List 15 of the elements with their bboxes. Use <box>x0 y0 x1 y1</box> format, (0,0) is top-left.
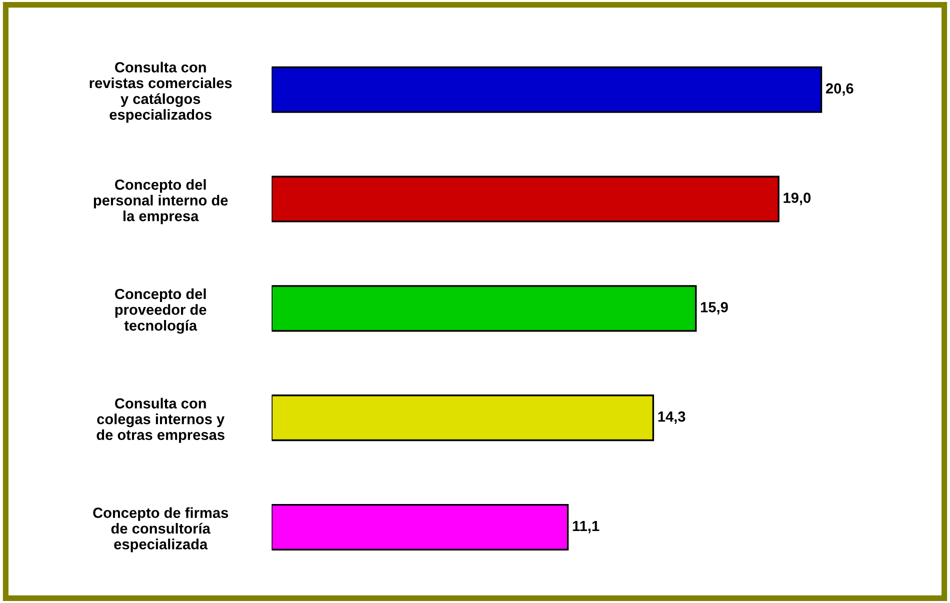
bar <box>272 285 697 332</box>
data-label: 19,0 <box>784 192 811 206</box>
y-tick-label: Concepto de firmas de consultoría especializada <box>93 507 228 552</box>
y-tick-label: Concepto del personal interno de la empresa <box>94 179 228 224</box>
y-tick-label: Consulta con revistas comerciales y catálogos especializados <box>90 62 232 123</box>
bar <box>272 176 780 222</box>
bar <box>272 66 822 113</box>
data-label: 20,6 <box>826 83 854 96</box>
y-tick-label: Concepto del proveedor de tecnología <box>115 288 206 334</box>
data-label: 14,3 <box>658 411 686 424</box>
bar <box>272 504 569 550</box>
data-label: 15,9 <box>700 302 728 314</box>
data-label: 11,1 <box>572 520 600 534</box>
bar <box>272 394 654 442</box>
y-tick-label: Consulta con colegas internos y de otras empresas <box>96 398 225 443</box>
